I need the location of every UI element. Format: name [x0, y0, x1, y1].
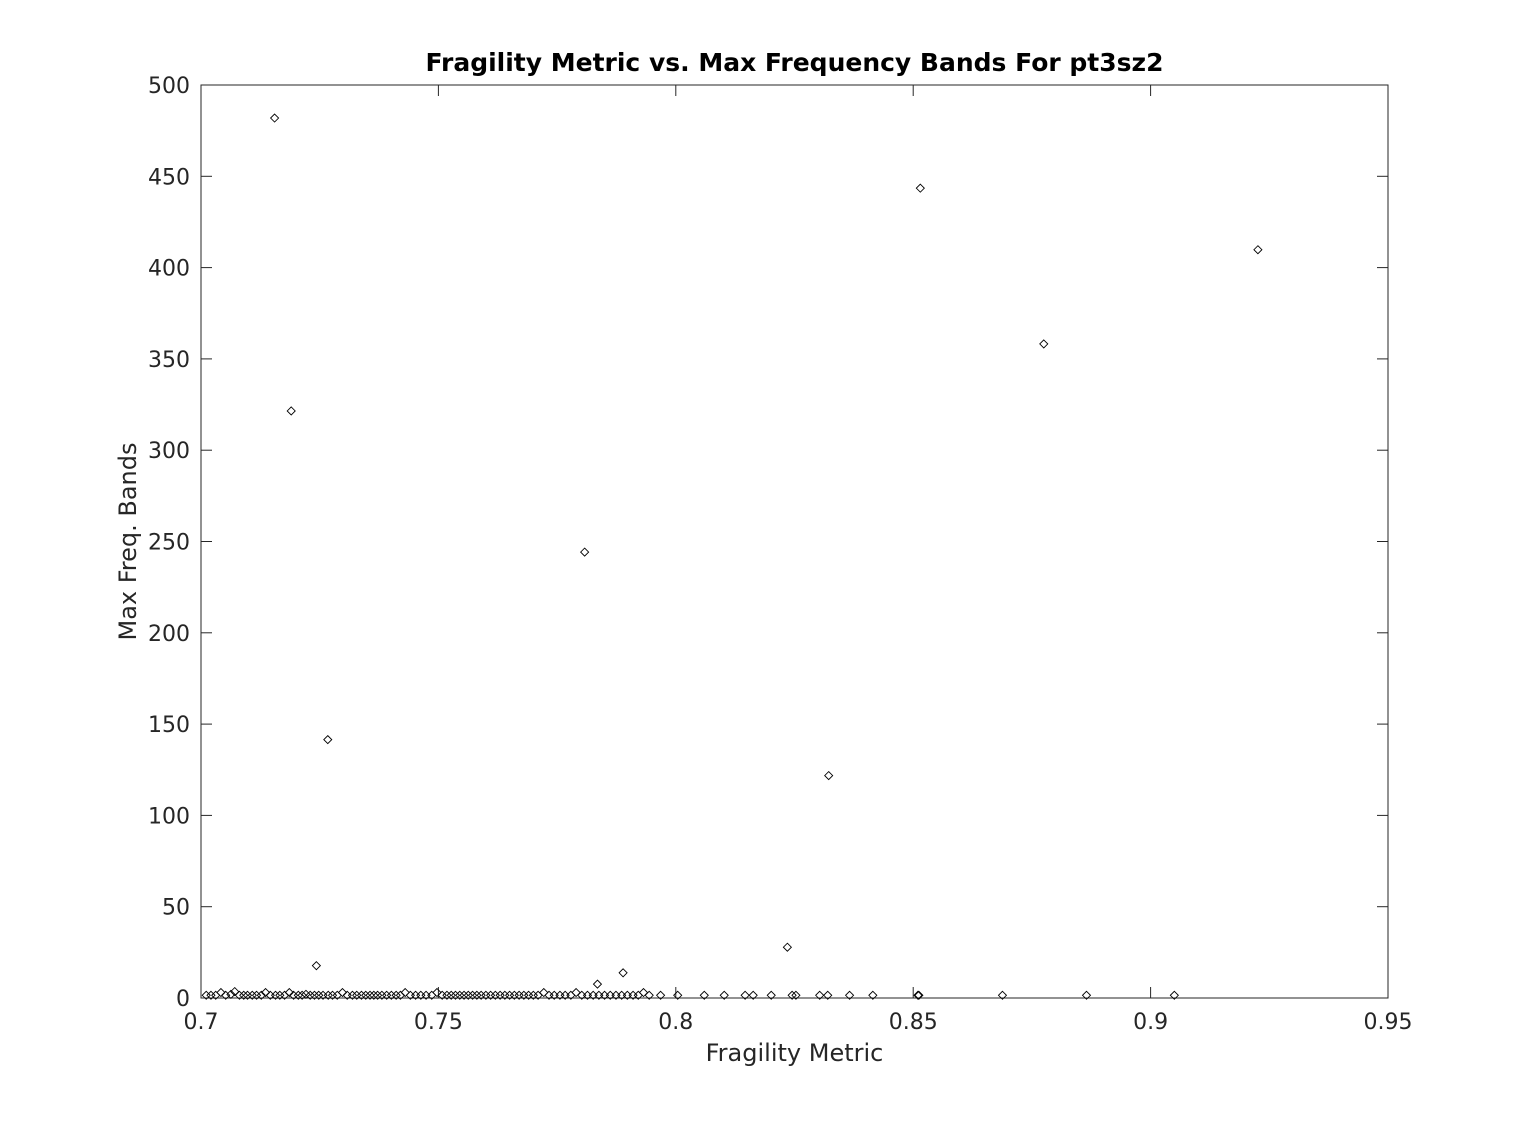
data-point — [234, 990, 245, 1000]
data-point — [592, 979, 603, 989]
data-point — [270, 990, 281, 1000]
y-tick-label: 350 — [148, 348, 190, 373]
data-point — [914, 990, 924, 1000]
data-point — [369, 990, 379, 1000]
data-point — [782, 942, 793, 952]
data-point — [432, 987, 442, 998]
x-tick-label: 0.9 — [1133, 1010, 1168, 1035]
data-point — [347, 990, 358, 1000]
data-point — [748, 990, 758, 1000]
chart-title: Fragility Metric vs. Max Frequency Bands… — [426, 48, 1164, 77]
data-point — [442, 990, 452, 1000]
y-tick-label: 300 — [148, 439, 190, 464]
data-point — [740, 990, 750, 1000]
data-point — [216, 987, 226, 998]
data-point — [815, 990, 825, 1000]
data-point — [673, 990, 683, 1000]
data-point — [791, 990, 801, 1000]
y-tick-label: 150 — [148, 713, 190, 738]
data-point — [455, 990, 465, 1000]
y-tick-label: 500 — [148, 74, 190, 99]
x-tick-label: 0.95 — [1364, 1010, 1413, 1035]
data-point — [580, 547, 590, 557]
data-point — [1169, 990, 1179, 1000]
y-tick-label: 50 — [162, 896, 190, 921]
data-point — [868, 990, 878, 1000]
data-point — [618, 968, 628, 978]
data-point — [450, 990, 461, 1000]
data-point — [361, 990, 371, 1000]
y-tick-label: 200 — [148, 622, 190, 647]
data-point — [823, 990, 833, 1000]
data-point — [323, 734, 333, 745]
axis-ticks: 0.7 0.75 0.8 0.85 0.9 0.95 0 50 100 150 200 250 300 3… — [148, 74, 1412, 1035]
data-point — [230, 986, 240, 997]
data-point — [323, 990, 333, 1000]
y-axis-label: Max Freq. Bands — [114, 442, 142, 640]
data-point — [309, 990, 320, 1000]
x-tick-label: 0.7 — [184, 1010, 219, 1035]
data-point — [356, 990, 367, 1000]
data-point — [571, 987, 581, 998]
data-point — [699, 990, 709, 1000]
data-point — [239, 990, 249, 1000]
data-point — [997, 990, 1008, 1000]
data-point — [1039, 339, 1049, 349]
data-points — [201, 113, 1263, 1000]
data-point — [1081, 990, 1092, 1000]
x-axis-label: Fragility Metric — [706, 1039, 884, 1067]
data-point — [260, 987, 271, 998]
data-point — [286, 406, 296, 416]
data-point — [400, 987, 410, 998]
x-tick-label: 0.8 — [658, 1010, 693, 1035]
data-point — [844, 990, 855, 1000]
data-point — [913, 990, 923, 1000]
x-tick-label: 0.75 — [414, 1010, 463, 1035]
data-point — [256, 990, 266, 1000]
data-point — [365, 990, 375, 1000]
data-point — [269, 113, 280, 123]
data-point — [297, 990, 307, 1000]
data-point — [391, 990, 401, 1000]
data-point — [655, 990, 666, 1000]
data-point — [719, 990, 729, 1000]
data-point — [644, 990, 654, 1000]
data-point — [305, 990, 315, 1000]
data-point — [372, 990, 383, 1000]
data-point — [293, 990, 303, 1000]
y-tick-label: 450 — [148, 165, 190, 190]
y-tick-label: 100 — [148, 804, 190, 829]
data-point — [337, 987, 348, 998]
data-point — [284, 987, 294, 998]
plot-area — [200, 84, 1389, 999]
y-tick-label: 250 — [148, 531, 190, 556]
data-point — [539, 987, 549, 998]
data-point — [915, 183, 925, 193]
data-point — [446, 990, 456, 1000]
data-point — [638, 987, 649, 998]
data-point — [459, 990, 469, 1000]
data-point — [1253, 245, 1263, 255]
data-point — [221, 990, 231, 1000]
x-tick-label: 0.85 — [889, 1010, 938, 1035]
y-tick-label: 0 — [176, 987, 190, 1012]
data-point — [824, 770, 834, 781]
data-point — [766, 990, 776, 1000]
data-point — [472, 990, 482, 1000]
data-point — [467, 990, 478, 1000]
data-point — [247, 990, 257, 1000]
data-point — [314, 990, 324, 1000]
data-point — [787, 990, 797, 1000]
y-tick-label: 400 — [148, 257, 190, 282]
data-point — [226, 989, 236, 999]
data-point — [463, 990, 473, 1000]
data-point — [311, 961, 322, 971]
